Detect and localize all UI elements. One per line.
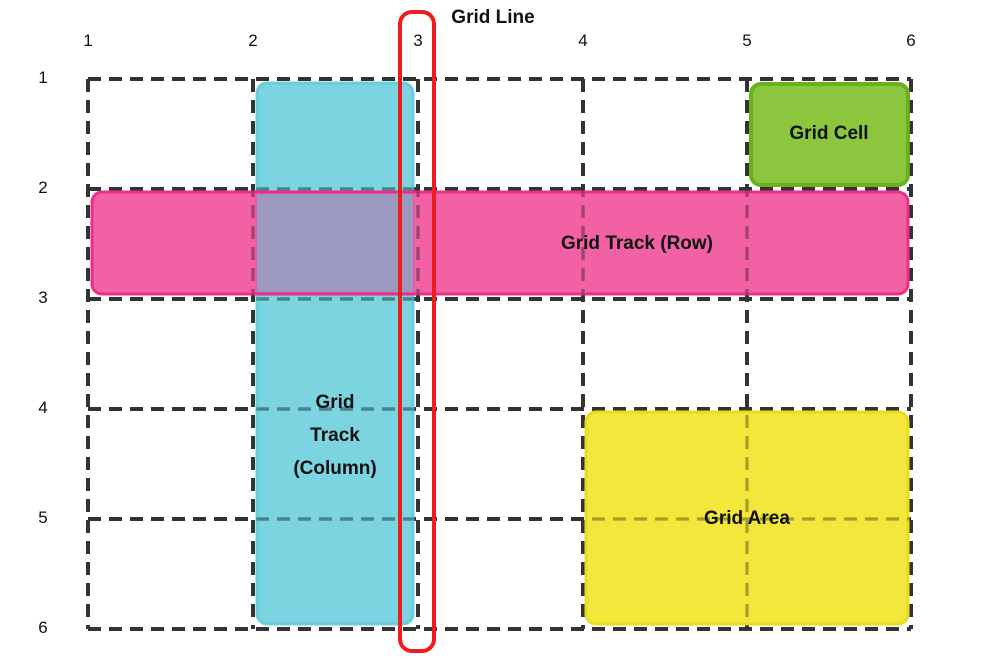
grid-area: [584, 410, 910, 626]
row-line-number-5: 5: [38, 508, 47, 527]
column-line-number-5: 5: [742, 31, 751, 50]
dashed-grid-lines: [86, 77, 913, 631]
grid-cell-label: Grid Cell: [789, 123, 868, 144]
column-line-number-1: 1: [83, 31, 92, 50]
column-line-number-2: 2: [248, 31, 257, 50]
dashed-grid-lines-overlay: [86, 77, 913, 631]
track-overlap: [257, 194, 413, 292]
grid-cell: [749, 82, 910, 187]
grid-track-column: [255, 81, 415, 626]
row-line-number-1: 1: [38, 68, 47, 87]
grid-line-title: Grid Line: [451, 7, 534, 28]
column-line-number-3: 3: [413, 31, 422, 50]
grid-track-row: [90, 190, 910, 296]
column-line-number-6: 6: [906, 31, 915, 50]
grid-track-row-label: Grid Track (Row): [561, 233, 713, 254]
row-line-number-4: 4: [38, 398, 47, 417]
grid-track-column-label-line-2: Track: [310, 425, 360, 446]
column-line-number-4: 4: [578, 31, 587, 50]
row-line-number-3: 3: [38, 288, 47, 307]
row-line-number-6: 6: [38, 618, 47, 637]
row-line-number-2: 2: [38, 178, 47, 197]
grid-track-column-label-line-3: (Column): [293, 458, 376, 479]
grid-track-column-label-line-1: Grid: [315, 392, 354, 413]
grid-line-highlight: [398, 10, 436, 653]
grid-area-label: Grid Area: [704, 508, 790, 529]
